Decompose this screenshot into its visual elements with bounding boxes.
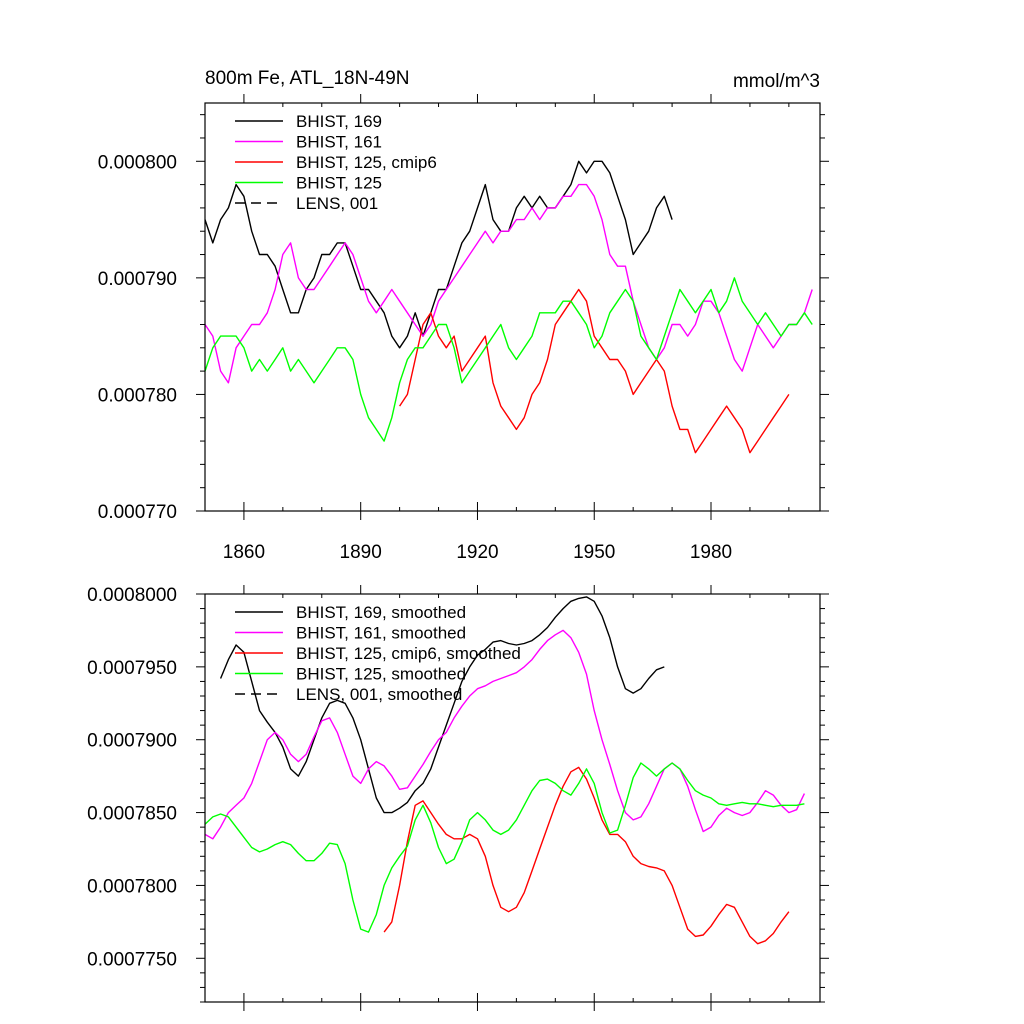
top-x-tick-label: 1980 (690, 542, 732, 563)
bottom-series-line-2 (383, 766, 790, 945)
bottom-legend-label: BHIST, 169, smoothed (296, 603, 466, 622)
top-plot-frame (204, 102, 821, 512)
top-lines (204, 160, 813, 454)
top-legend-label: BHIST, 125 (296, 174, 382, 193)
top-y-tick-label: 0.000770 (98, 502, 177, 523)
top-series-line-2 (399, 288, 790, 454)
bottom-panel: 0.0007750 0.0007800 0.0007850 0.0007900 0.00… (87, 585, 829, 1011)
bottom-series-line-3 (204, 762, 805, 933)
top-chart-title: 800m Fe, ATL_18N-49N (205, 68, 410, 89)
top-ticks (196, 94, 829, 520)
top-series-line-3 (204, 277, 813, 442)
top-legend-label: LENS, 001 (296, 194, 378, 213)
bottom-y-tick-label: 0.0007800 (87, 876, 177, 897)
top-y-tick-label: 0.000790 (98, 269, 177, 290)
bottom-y-tick-label: 0.0007950 (87, 658, 177, 679)
bottom-tick-labels: 0.0007750 0.0007800 0.0007850 0.0007900 0.00… (87, 585, 177, 970)
top-x-tick-label: 1950 (573, 542, 615, 563)
top-legend-label: BHIST, 125, cmip6 (296, 153, 437, 172)
top-x-tick-label: 1860 (223, 542, 265, 563)
bottom-y-tick-label: 0.0007900 (87, 731, 177, 752)
bottom-legend: BHIST, 169, smoothed BHIST, 161, smoothed… (235, 603, 521, 704)
top-legend-label: BHIST, 169 (296, 112, 382, 131)
bottom-ticks (196, 585, 829, 1011)
bottom-y-tick-label: 0.0007750 (87, 949, 177, 970)
bottom-series-line-1 (204, 629, 806, 840)
bottom-plot-frame (204, 593, 821, 1003)
top-chart-units: mmol/m^3 (733, 71, 820, 92)
top-tick-labels: 1860 1890 1920 1950 1980 0.000770 0.000780 0.00… (98, 152, 732, 563)
top-x-tick-label: 1920 (456, 542, 498, 563)
bottom-legend-label: BHIST, 125, cmip6, smoothed (296, 644, 521, 663)
top-x-tick-label: 1890 (340, 542, 382, 563)
top-y-tick-label: 0.000800 (98, 152, 177, 173)
top-series-line-1 (204, 183, 813, 384)
bottom-legend-label: BHIST, 125, smoothed (296, 665, 466, 684)
top-y-tick-label: 0.000780 (98, 385, 177, 406)
top-series-line-0 (204, 160, 673, 349)
top-panel: 800m Fe, ATL_18N-49N mmol/m^3 1860 1890 19… (98, 68, 829, 563)
bottom-lines (204, 596, 806, 945)
bottom-legend-label: BHIST, 161, smoothed (296, 624, 466, 643)
bottom-y-tick-label: 0.0008000 (87, 585, 177, 606)
bottom-y-tick-label: 0.0007850 (87, 804, 177, 825)
bottom-legend-label: LENS, 001, smoothed (296, 685, 462, 704)
top-legend-label: BHIST, 161 (296, 133, 382, 152)
